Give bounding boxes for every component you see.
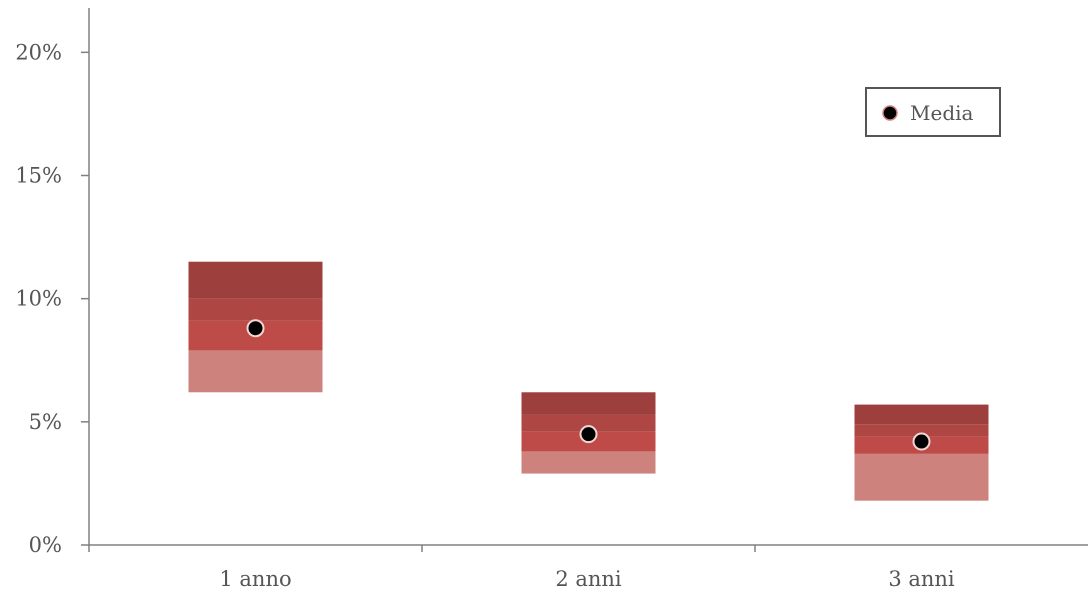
y-tick-label: 0% — [29, 533, 62, 557]
x-ticks: 1 anno 2 anni 3 anni — [88, 545, 955, 591]
mean-point-2 — [579, 425, 598, 444]
y-ticks: 0% 5% 10% 15% 20% — [15, 40, 89, 557]
band-1-1 — [188, 350, 323, 393]
band-1-3 — [854, 453, 989, 501]
y-tick-label: 20% — [15, 40, 62, 64]
y-tick-label: 15% — [15, 164, 62, 188]
legend: Media — [865, 87, 1001, 137]
legend-marker-icon — [882, 105, 898, 121]
x-tick-label: 2 anni — [555, 567, 622, 591]
means-layer — [246, 319, 931, 451]
x-tick-label: 3 anni — [888, 567, 955, 591]
x-tick-label: 1 anno — [219, 567, 291, 591]
band-4-1 — [188, 261, 323, 299]
band-3-2 — [521, 414, 656, 432]
y-tick-label: 5% — [29, 410, 62, 434]
band-4-2 — [521, 392, 656, 415]
band-3-1 — [188, 298, 323, 321]
band-4-3 — [854, 404, 989, 425]
band-1-2 — [521, 451, 656, 474]
band-3-3 — [854, 424, 989, 437]
y-tick-label: 10% — [15, 287, 62, 311]
legend-label: Media — [910, 101, 974, 125]
bands-layer — [188, 261, 989, 501]
mean-point-3 — [912, 432, 931, 451]
mean-point-1 — [246, 319, 265, 338]
